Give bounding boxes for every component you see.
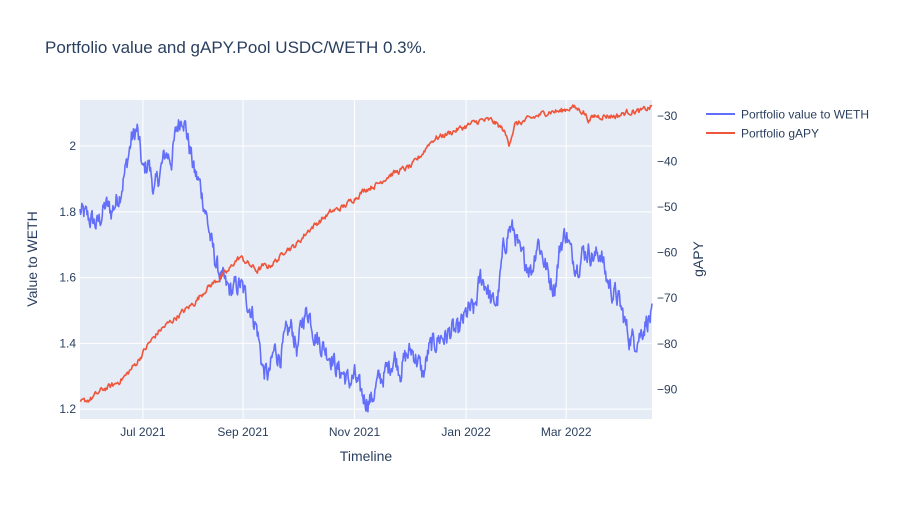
x-axis-label: Timeline (340, 448, 393, 464)
x-tick-label: Sep 2021 (217, 425, 269, 439)
series-line-gapy (79, 104, 653, 403)
plot-area (80, 100, 652, 419)
y-tick-left-label: 1.2 (59, 402, 76, 416)
legend-label-gapy[interactable]: Portfolio gAPY (741, 127, 819, 141)
x-tick-label: Nov 2021 (329, 425, 381, 439)
y-tick-right-label: −80 (657, 337, 678, 351)
y-tick-right-label: −30 (657, 109, 678, 123)
y-tick-right-label: −40 (657, 155, 678, 169)
y-axis-label-right: gAPY (690, 240, 706, 276)
legend: Portfolio value to WETH Portfolio gAPY (706, 108, 869, 141)
y-tick-right-label: −70 (657, 291, 678, 305)
series-line-value (79, 119, 653, 413)
y-tick-left-label: 2 (69, 139, 76, 153)
legend-label-value[interactable]: Portfolio value to WETH (741, 108, 869, 122)
y-tick-right-label: −50 (657, 200, 678, 214)
y-tick-left-label: 1.8 (59, 205, 76, 219)
y-tick-right-label: −60 (657, 246, 678, 260)
y-axis-label-left: Value to WETH (24, 211, 40, 306)
y-tick-right-label: −90 (657, 382, 678, 396)
x-tick-label: Jan 2022 (441, 425, 491, 439)
x-tick-label: Mar 2022 (541, 425, 592, 439)
y-tick-left-label: 1.6 (59, 271, 76, 285)
chart-title: Portfolio value and gAPY.Pool USDC/WETH … (45, 38, 426, 57)
x-tick-label: Jul 2021 (120, 425, 166, 439)
series-lines (79, 104, 653, 413)
axis-ticks: 1.2 1.4 1.6 1.8 2 −90 −80 −70 −60 −50 −40 −30 Jul 20… (59, 109, 677, 439)
y-tick-left-label: 1.4 (59, 336, 76, 350)
